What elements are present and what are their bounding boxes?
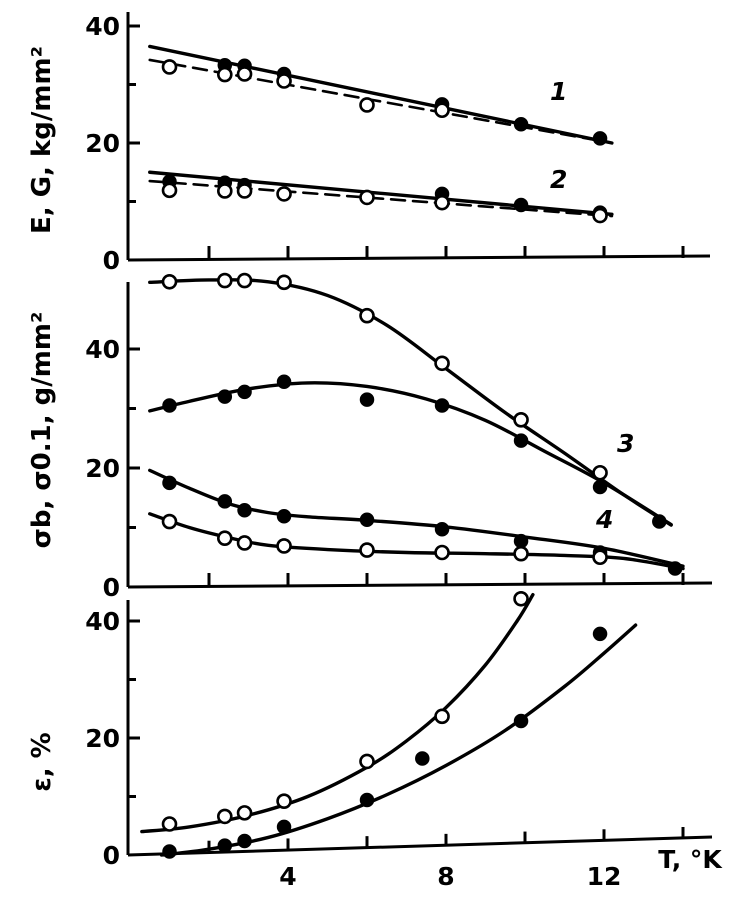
curve-label: 1 (550, 77, 567, 106)
panel-bottom: 0 20 40 ε, % 4 8 12 T, °K (27, 590, 723, 891)
data-point-open (236, 272, 253, 289)
data-point-open (359, 307, 375, 324)
data-point-open (513, 545, 529, 562)
y-tick-label: 0 (103, 246, 120, 275)
data-point-open (161, 273, 178, 290)
data-point-filled (276, 819, 292, 835)
data-point-open (434, 355, 450, 372)
data-point-open (236, 66, 253, 82)
data-point-open (434, 102, 450, 119)
data-point-open (434, 194, 450, 211)
data-point-open (276, 538, 292, 554)
y-tick-label: 20 (85, 129, 120, 158)
y-tick-label: 0 (103, 573, 120, 602)
y-tick-label: 0 (103, 841, 120, 870)
data-point-filled (415, 751, 430, 766)
y-axis-label: E, G, kg/mm² (27, 46, 57, 234)
data-point-filled (513, 533, 529, 549)
x-tick-label: 12 (587, 862, 622, 891)
data-point-open (217, 808, 233, 825)
data-point-open (161, 182, 178, 199)
data-point-open (359, 753, 375, 770)
y-tick-label: 40 (85, 12, 120, 41)
x-axis-line (127, 835, 713, 857)
data-point-open (359, 542, 375, 558)
data-point-filled (513, 713, 529, 729)
data-point-open (236, 535, 253, 551)
data-point-filled (359, 792, 375, 808)
data-point-filled (359, 512, 375, 528)
series-top-1 (148, 58, 614, 145)
data-point-filled (217, 389, 233, 404)
curve-label: 2 (550, 165, 567, 194)
data-point-filled (434, 522, 450, 537)
data-point-filled (237, 502, 252, 518)
x-tick-label: 4 (279, 862, 296, 891)
series-middle-1: 3 (148, 374, 673, 529)
data-point-filled (162, 844, 177, 859)
x-tick-label: 8 (437, 862, 454, 891)
data-point-filled (513, 117, 529, 132)
x-axis-line (127, 581, 713, 589)
data-point-open (434, 544, 450, 561)
panel-top: 0 20 40 E, G, kg/mm² 1 2 (27, 12, 711, 275)
data-point-open (276, 73, 292, 89)
data-point-filled (276, 508, 292, 524)
y-tick-label: 20 (85, 454, 120, 483)
series-middle-2: 4 (148, 468, 685, 576)
data-point-filled (359, 392, 375, 407)
data-point-open (359, 189, 375, 206)
data-point-filled (237, 384, 252, 400)
data-point-filled (592, 479, 608, 495)
curve-label: 3 (617, 429, 634, 458)
data-point-filled (434, 398, 450, 413)
y-axis-label: σb, σ0.1, g/mm² (27, 312, 57, 549)
panel-middle: 0 20 40 σb, σ0.1, g/mm² 3 4 (27, 272, 713, 602)
data-point-open (592, 207, 608, 224)
x-axis-label: T, °K (658, 845, 723, 874)
series-bottom-0 (140, 590, 535, 834)
data-point-filled (652, 514, 667, 529)
series-line (148, 512, 685, 571)
y-tick-label: 40 (85, 607, 120, 636)
data-point-filled (592, 626, 608, 642)
y-tick-label: 40 (85, 335, 120, 364)
data-point-filled (276, 374, 292, 389)
series-middle-0 (148, 272, 673, 527)
data-point-filled (513, 433, 529, 448)
series-bottom-1 (159, 623, 638, 859)
data-point-open (513, 590, 529, 607)
series-top-3 (148, 179, 614, 224)
series-middle-3 (148, 512, 685, 571)
data-point-open (236, 805, 253, 821)
data-point-open (276, 793, 292, 809)
x-axis-line (127, 254, 711, 262)
data-point-open (161, 513, 178, 530)
data-point-filled (217, 838, 233, 853)
data-point-open (592, 549, 608, 566)
data-point-open (217, 183, 233, 199)
data-point-open (513, 412, 529, 428)
data-point-open (217, 530, 233, 547)
data-point-open (236, 183, 253, 199)
data-point-open (359, 97, 375, 113)
data-point-open (276, 274, 292, 291)
data-point-filled (162, 398, 177, 413)
series-line (148, 468, 685, 568)
curve-label: 4 (595, 505, 613, 534)
data-point-open (217, 272, 233, 289)
data-point-open (276, 186, 292, 202)
data-point-open (217, 66, 233, 83)
data-point-open (161, 59, 178, 75)
data-point-filled (217, 494, 233, 509)
data-point-filled (162, 475, 177, 491)
y-axis-label: ε, % (27, 732, 57, 791)
data-point-open (161, 816, 178, 832)
y-tick-label: 20 (85, 724, 120, 753)
data-point-filled (237, 833, 252, 849)
series-line (140, 592, 535, 834)
data-point-open (434, 708, 450, 725)
